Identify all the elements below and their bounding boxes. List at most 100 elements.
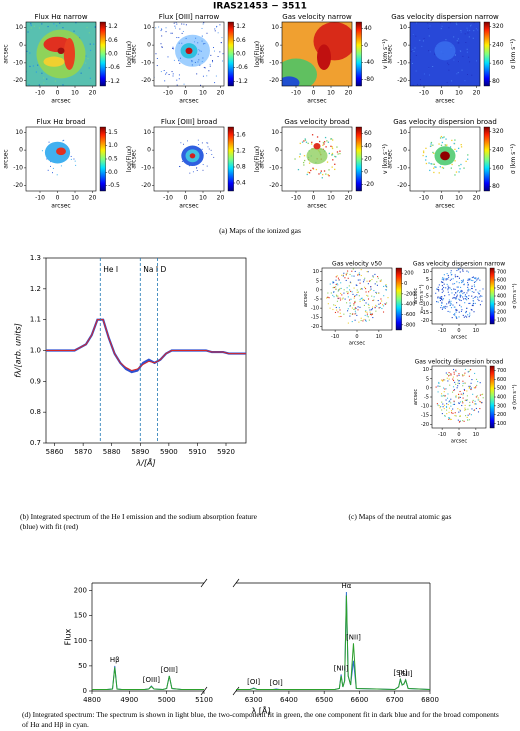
map-pixel (462, 280, 464, 282)
map-pixel (427, 87, 428, 88)
colorbar-tick-label: 0.0 (108, 169, 118, 176)
map-pixel (453, 389, 455, 391)
map-pixel (342, 274, 344, 276)
y-tick-label: 10 (313, 269, 319, 275)
y-tick-label: -10 (311, 306, 319, 312)
map-pixel (365, 320, 367, 322)
map-pixel (469, 29, 471, 31)
map-pixel (474, 372, 476, 375)
map-pixel (203, 66, 205, 68)
x-tick-label: 0 (457, 328, 460, 334)
y-tick-label: -10 (13, 164, 23, 171)
map-pixel (323, 170, 326, 172)
map-pixel (361, 288, 363, 290)
map-pixel (431, 163, 433, 165)
x-tick-label: 20 (473, 90, 481, 97)
y-axis-label: arcsec (413, 389, 419, 405)
map-pixel (197, 139, 199, 141)
map-pixel (438, 143, 440, 145)
map-pixel (302, 161, 305, 164)
map-pixel (59, 22, 61, 24)
map-pixel (460, 289, 462, 292)
x-tick-label: 20 (217, 195, 225, 202)
map-pixel (326, 140, 328, 142)
map-pixel (161, 46, 163, 48)
map-title: Flux Hα broad (36, 118, 85, 126)
map-pixel (434, 52, 436, 54)
map-pixel (380, 298, 382, 300)
map-pixel (328, 297, 330, 299)
map-pixel (209, 65, 211, 67)
map-pixel (440, 144, 443, 146)
map-pixel (429, 51, 431, 53)
map-pixel (447, 291, 449, 293)
map-pixel (80, 72, 82, 74)
map-pixel (87, 57, 89, 60)
map-pixel (375, 310, 377, 312)
map-pixel (439, 137, 442, 139)
y-tick-label: 10 (143, 24, 151, 31)
map-pixel (364, 277, 366, 279)
map-pixel (471, 287, 473, 290)
map-pixel (457, 268, 459, 270)
map-pixel (196, 73, 198, 75)
map-pixel (466, 48, 468, 50)
map-pixel (385, 284, 387, 286)
map-pixel (362, 298, 364, 301)
map-pixel (461, 309, 463, 311)
map-pixel (299, 142, 301, 145)
map-pixel (471, 408, 473, 410)
map-pixel (440, 379, 443, 381)
map-pixel (460, 31, 462, 33)
map-pixel (442, 403, 444, 405)
map-pixel (457, 379, 459, 381)
map-pixel (371, 295, 373, 297)
map-pixel (341, 294, 343, 296)
map-pixel (319, 172, 322, 174)
map-pixel (196, 170, 198, 171)
map-pixel (434, 166, 436, 168)
map-pixel (428, 162, 430, 164)
map-pixel (385, 289, 387, 291)
map-pixel (466, 307, 468, 309)
map-pixel (152, 67, 153, 68)
map-pixel (442, 299, 444, 301)
map-pixel (483, 51, 484, 52)
map-pixel (413, 50, 415, 52)
map-pixel (466, 399, 468, 401)
colorbar-tick-label: 1.2 (236, 23, 246, 30)
map-pixel (210, 149, 212, 151)
map-pixel (342, 275, 344, 277)
x-tick-label: 10 (455, 195, 463, 202)
x-tick-label: -10 (438, 432, 446, 438)
map-pixel (442, 387, 445, 389)
map-pixel (361, 297, 363, 299)
map-pixel (436, 288, 438, 290)
map-pixel (84, 62, 87, 64)
map-pixel (156, 65, 158, 67)
map-frame (281, 21, 353, 87)
map-pixel (456, 286, 458, 288)
map-pixel (474, 387, 476, 389)
map-pixel (444, 89, 445, 90)
map-image (26, 22, 96, 86)
map-pixel (186, 140, 188, 142)
map-pixel (173, 59, 175, 61)
y-tick-label: 10 (15, 129, 23, 136)
map-pixel (473, 284, 475, 286)
map-pixel (202, 169, 204, 171)
map-pixel (387, 297, 389, 299)
map-pixel (459, 304, 461, 306)
map-pixel (428, 67, 430, 69)
map-pixel (172, 47, 174, 49)
map-pixel (183, 83, 185, 85)
map-pixel (460, 393, 462, 395)
map-pixel (482, 40, 483, 41)
map-pixel (444, 388, 446, 390)
map-pixel (470, 414, 472, 416)
map-pixel (456, 317, 458, 319)
map-pixel (374, 283, 376, 285)
x-tick-label: 6700 (386, 696, 404, 704)
map-region (313, 143, 321, 150)
x-tick-label: 20 (89, 90, 97, 97)
